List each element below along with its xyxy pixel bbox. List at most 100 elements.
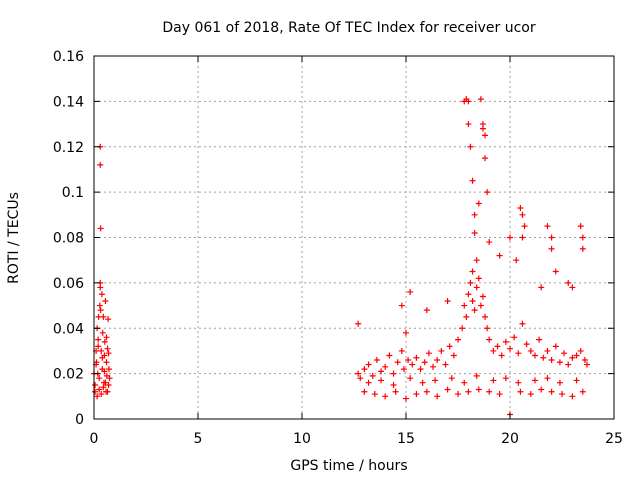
data-point: [569, 393, 576, 400]
data-point: [419, 379, 426, 386]
data-point: [552, 343, 559, 350]
data-point: [484, 325, 491, 332]
data-point: [523, 341, 530, 348]
data-point: [573, 377, 580, 384]
data-point: [561, 350, 568, 357]
y-tick-label: 0.02: [53, 367, 84, 383]
data-point: [104, 388, 111, 395]
y-tick-label: 0.06: [53, 276, 84, 292]
data-point: [477, 96, 484, 103]
data-point: [583, 361, 590, 368]
data-point: [371, 391, 378, 398]
data-point: [438, 347, 445, 354]
y-tick-label: 0.04: [53, 321, 84, 337]
data-point: [104, 345, 111, 352]
data-point: [540, 354, 547, 361]
data-point: [392, 388, 399, 395]
data-point: [494, 343, 501, 350]
data-point: [386, 352, 393, 359]
data-point: [469, 177, 476, 184]
data-point: [96, 302, 103, 309]
data-point: [502, 375, 509, 382]
data-point: [103, 334, 110, 341]
data-point: [482, 313, 489, 320]
data-point: [475, 275, 482, 282]
data-point: [507, 345, 513, 352]
y-tick-label: 0.14: [53, 94, 84, 110]
data-point: [484, 189, 491, 196]
data-point: [490, 377, 497, 384]
x-axis-label: GPS time / hours: [290, 458, 407, 474]
y-tick-label: 0.1: [62, 185, 84, 201]
data-point: [92, 381, 99, 388]
data-point: [490, 347, 497, 354]
data-point: [519, 211, 526, 218]
data-point: [413, 354, 420, 361]
data-point: [463, 313, 470, 320]
data-point: [434, 357, 441, 364]
data-point: [527, 391, 534, 398]
data-point: [461, 302, 468, 309]
data-point: [559, 391, 565, 398]
data-point: [394, 359, 401, 366]
data-point: [382, 363, 389, 370]
data-point: [105, 316, 112, 323]
data-point: [97, 307, 104, 314]
data-point: [365, 361, 372, 368]
data-point: [99, 354, 106, 361]
data-point: [548, 388, 555, 395]
data-point: [579, 245, 586, 252]
data-point: [403, 395, 409, 402]
data-point: [100, 384, 107, 391]
data-point: [569, 284, 576, 291]
data-point: [473, 284, 480, 291]
data-point: [502, 338, 509, 345]
data-point: [471, 307, 478, 314]
data-point: [552, 268, 559, 275]
x-tick-label: 10: [293, 431, 311, 447]
data-point: [96, 386, 103, 393]
data-point: [517, 205, 524, 212]
data-point: [423, 388, 430, 395]
data-point: [417, 366, 424, 373]
data-point: [519, 234, 526, 241]
data-point: [390, 370, 397, 377]
data-point: [486, 239, 493, 246]
data-point: [409, 361, 416, 368]
y-axis-label: ROTI / TECUs: [6, 192, 22, 284]
y-tick-label: 0.08: [53, 231, 84, 247]
x-tick-label: 5: [194, 431, 203, 447]
data-point: [382, 393, 389, 400]
data-point: [461, 379, 468, 386]
data-point: [405, 357, 412, 364]
data-point: [98, 391, 105, 398]
x-tick-label: 0: [90, 431, 99, 447]
data-point: [421, 359, 428, 366]
data-point: [544, 347, 551, 354]
grid-layer: [94, 56, 614, 419]
data-point: [390, 381, 397, 388]
data-point: [455, 336, 461, 343]
data-point: [455, 391, 461, 398]
data-point: [556, 379, 563, 386]
data-point: [425, 350, 432, 357]
data-point: [548, 357, 555, 364]
data-point: [97, 161, 104, 168]
data-point: [548, 245, 555, 252]
data-point: [515, 379, 522, 386]
data-point: [469, 298, 476, 305]
data-point: [102, 298, 109, 305]
data-point: [471, 229, 478, 236]
data-point: [98, 347, 105, 354]
data-point: [403, 329, 409, 336]
data-point: [471, 211, 478, 218]
data-point: [479, 125, 486, 132]
data-point: [459, 325, 466, 332]
data-point: [565, 279, 572, 286]
data-point: [413, 391, 420, 398]
data-point: [569, 354, 576, 361]
data-point: [486, 336, 493, 343]
data-point: [465, 388, 472, 395]
data-point: [369, 372, 376, 379]
